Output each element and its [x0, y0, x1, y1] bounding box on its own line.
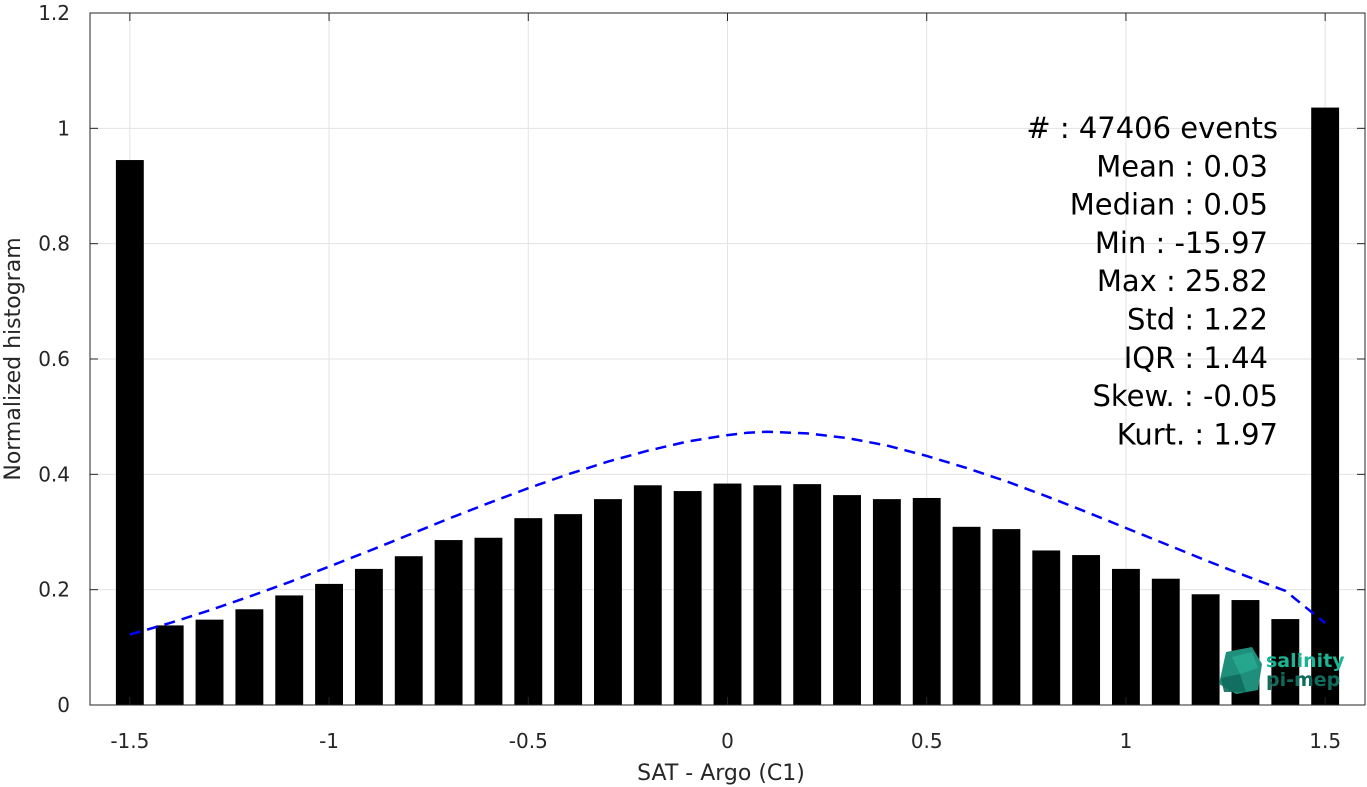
histogram-bar	[872, 499, 901, 705]
histogram-bar	[1032, 550, 1061, 705]
stats-line: Kurt. : 1.97	[1117, 417, 1278, 451]
x-tick-label: -1.5	[110, 729, 149, 753]
x-tick-label: -0.5	[509, 729, 548, 753]
histogram-bar	[554, 514, 583, 705]
histogram-bar	[315, 583, 344, 705]
histogram-bar	[1311, 107, 1340, 705]
x-tick-label: 1.5	[1309, 729, 1341, 753]
histogram-bar	[713, 483, 742, 705]
histogram-bar	[394, 556, 423, 705]
y-tick-label: 1.2	[38, 1, 70, 25]
y-tick-label: 0.6	[38, 347, 70, 371]
x-tick-label: 0	[721, 729, 734, 753]
x-tick-label: 1	[1120, 729, 1133, 753]
tick-labels: -1.5 -1 -0.5 0 0.5 1 1.5 0 0.2 0.4 0.6 0.8 1 1.2	[38, 1, 1341, 753]
stats-line: Min : -15.97	[1095, 226, 1268, 260]
histogram-bar	[1191, 594, 1220, 705]
stats-line: Skew. : -0.05	[1092, 379, 1278, 413]
x-axis-title: SAT - Argo (C1)	[637, 761, 805, 786]
stats-line: # : 47406 events	[1026, 111, 1278, 145]
fit-curve-layer	[129, 430, 1326, 636]
logo-text-salinity: salinity	[1266, 650, 1345, 672]
y-tick-label: 1	[57, 116, 70, 140]
y-axis-title: Normalized histogram	[1, 237, 26, 480]
logo-text-pi-mep: pi-mep	[1266, 669, 1340, 691]
histogram-bar	[474, 537, 503, 705]
histogram-bar	[1111, 568, 1140, 705]
histogram-bar	[992, 529, 1021, 705]
axes	[89, 12, 1366, 706]
histogram-bar	[793, 484, 822, 705]
y-tick-label: 0.8	[38, 232, 70, 256]
stats-line: IQR : 1.44	[1124, 341, 1268, 375]
histogram-bar	[275, 595, 304, 705]
histogram-bars	[115, 107, 1340, 706]
histogram-bar	[912, 497, 941, 705]
y-tick-label: 0.4	[38, 462, 70, 486]
histogram-bar	[514, 518, 543, 705]
histogram-bar	[1151, 578, 1180, 705]
histogram-bar	[115, 160, 144, 706]
histogram-bar	[235, 609, 264, 705]
histogram-bar	[155, 625, 184, 705]
stats-line: Median : 0.05	[1070, 188, 1268, 222]
gaussian-fit-curve	[129, 430, 1326, 636]
x-tick-label: -1	[319, 729, 339, 753]
stats-line: Mean : 0.03	[1096, 149, 1268, 183]
histogram-bar	[1271, 619, 1300, 705]
histogram-bar	[434, 540, 463, 705]
y-tick-label: 0.2	[38, 578, 70, 602]
stats-annotation: # : 47406 events Mean : 0.03 Median : 0.05…	[1026, 111, 1278, 451]
histogram-bar	[1072, 555, 1101, 705]
salinity-pi-mep-logo: salinity pi-mep	[1219, 647, 1345, 694]
x-tick-label: 0.5	[911, 729, 943, 753]
histogram-bar	[753, 485, 782, 705]
stats-line: Max : 25.82	[1097, 264, 1268, 298]
histogram-bar	[594, 499, 622, 705]
histogram-bar	[195, 619, 224, 705]
histogram-bar	[952, 526, 981, 705]
histogram-bar	[354, 568, 383, 705]
histogram-bar	[833, 495, 861, 705]
histogram-bar	[633, 485, 662, 705]
stats-line: Std : 1.22	[1127, 303, 1268, 337]
y-tick-label: 0	[57, 693, 70, 717]
histogram-bar	[673, 491, 702, 705]
